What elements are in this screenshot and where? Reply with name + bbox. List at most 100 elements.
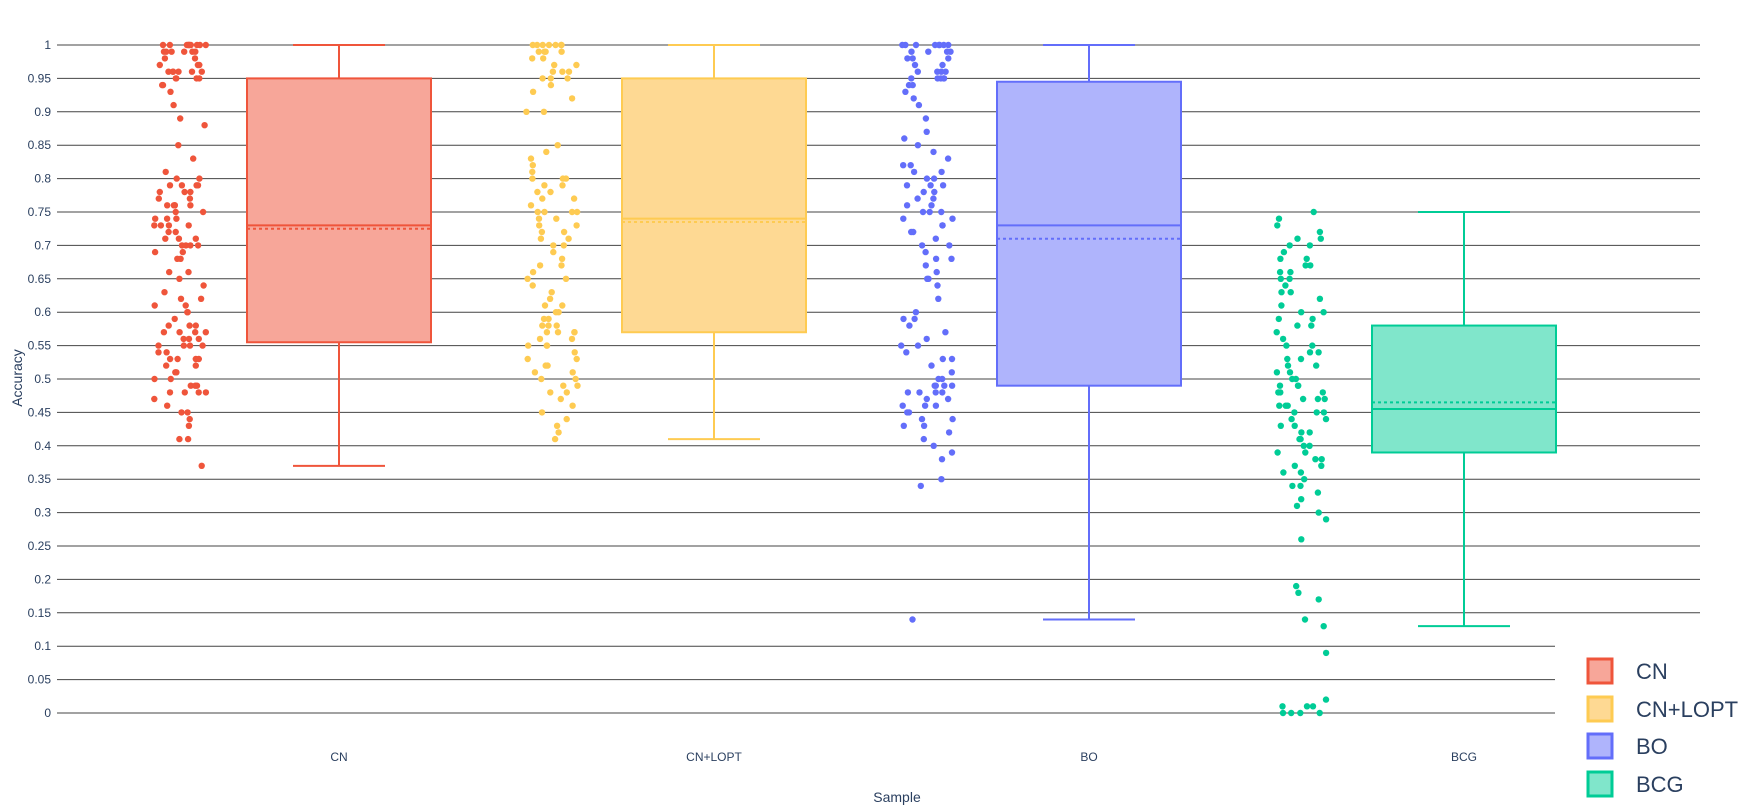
data-point: [1319, 389, 1327, 396]
data-point: [557, 395, 564, 403]
data-point: [1294, 322, 1301, 329]
data-point: [1282, 282, 1289, 289]
data-point: [545, 315, 552, 323]
data-point: [190, 155, 197, 162]
data-point: [945, 55, 952, 62]
data-point: [934, 282, 941, 289]
data-point: [523, 108, 530, 116]
data-point: [935, 41, 943, 49]
data-point: [188, 68, 196, 75]
data-point: [1298, 309, 1305, 316]
data-point: [942, 329, 949, 336]
data-point: [200, 282, 207, 289]
data-point: [184, 435, 192, 443]
y-tick-label: 0.1: [34, 639, 51, 653]
data-point: [1291, 462, 1299, 469]
data-point: [548, 289, 555, 296]
data-point: [1287, 268, 1294, 276]
data-point: [178, 182, 186, 189]
data-point: [539, 195, 546, 202]
data-point: [571, 329, 578, 336]
data-point: [536, 222, 543, 229]
data-point: [1302, 449, 1309, 456]
data-point: [186, 322, 193, 329]
data-point: [157, 222, 165, 229]
data-point: [1293, 502, 1301, 510]
data-point: [180, 342, 187, 349]
data-point: [202, 41, 209, 49]
y-tick-label: 0.5: [34, 372, 51, 386]
data-point: [552, 41, 559, 49]
data-point: [187, 41, 194, 49]
data-point: [180, 335, 187, 343]
data-point: [173, 75, 180, 82]
box: [1371, 324, 1557, 454]
data-point: [166, 268, 173, 276]
data-point: [560, 382, 567, 389]
data-point: [921, 402, 929, 409]
data-point: [547, 81, 555, 89]
data-point: [1293, 582, 1300, 590]
data-point: [1284, 362, 1292, 369]
data-point: [156, 61, 163, 69]
data-point: [160, 329, 168, 336]
data-point: [558, 48, 565, 55]
data-point: [920, 435, 927, 443]
data-point: [1321, 395, 1328, 403]
data-point: [933, 268, 940, 276]
data-point: [560, 242, 567, 249]
data-point: [908, 75, 915, 82]
data-point: [1286, 369, 1294, 376]
data-point: [169, 68, 177, 75]
legend-swatch: [1586, 732, 1614, 760]
data-point: [543, 342, 550, 349]
data-point: [940, 41, 947, 49]
y-tick-label: 0.15: [28, 606, 52, 620]
data-point: [1287, 289, 1294, 296]
data-point: [187, 188, 194, 196]
data-point: [193, 75, 200, 82]
data-point: [538, 409, 546, 416]
data-point: [1289, 482, 1296, 490]
data-point: [922, 262, 929, 269]
data-point: [1307, 262, 1314, 269]
data-point: [546, 295, 554, 302]
data-point: [1309, 342, 1316, 349]
legend-label: BO: [1636, 734, 1668, 759]
data-point: [558, 255, 566, 262]
data-point: [174, 355, 181, 363]
data-point: [1274, 449, 1281, 456]
data-point: [563, 389, 570, 396]
data-point: [199, 342, 206, 349]
legend: CN CN+LOPT BO BCG: [1586, 657, 1738, 798]
data-point: [1297, 469, 1305, 476]
data-point: [191, 55, 199, 62]
data-point: [547, 75, 554, 82]
data-point: [1276, 382, 1284, 389]
data-point: [917, 482, 924, 490]
data-point: [944, 395, 952, 403]
data-point: [151, 395, 158, 403]
data-point: [159, 41, 167, 49]
data-point: [924, 275, 931, 282]
data-point: [1312, 456, 1319, 463]
data-point: [922, 248, 929, 256]
data-point: [179, 248, 186, 256]
data-point: [186, 415, 193, 423]
data-point: [151, 248, 159, 256]
data-point: [167, 375, 174, 383]
data-point: [551, 61, 558, 69]
data-point: [930, 148, 937, 156]
data-point: [168, 48, 175, 55]
data-point: [900, 162, 907, 169]
data-point: [192, 48, 199, 55]
y-tick-label: 0.25: [28, 539, 52, 553]
data-point: [935, 295, 942, 302]
data-point: [900, 422, 907, 429]
data-point: [1297, 709, 1304, 717]
data-point: [928, 362, 935, 369]
data-point: [1277, 255, 1284, 262]
data-point: [1288, 709, 1295, 717]
data-point: [163, 362, 170, 369]
